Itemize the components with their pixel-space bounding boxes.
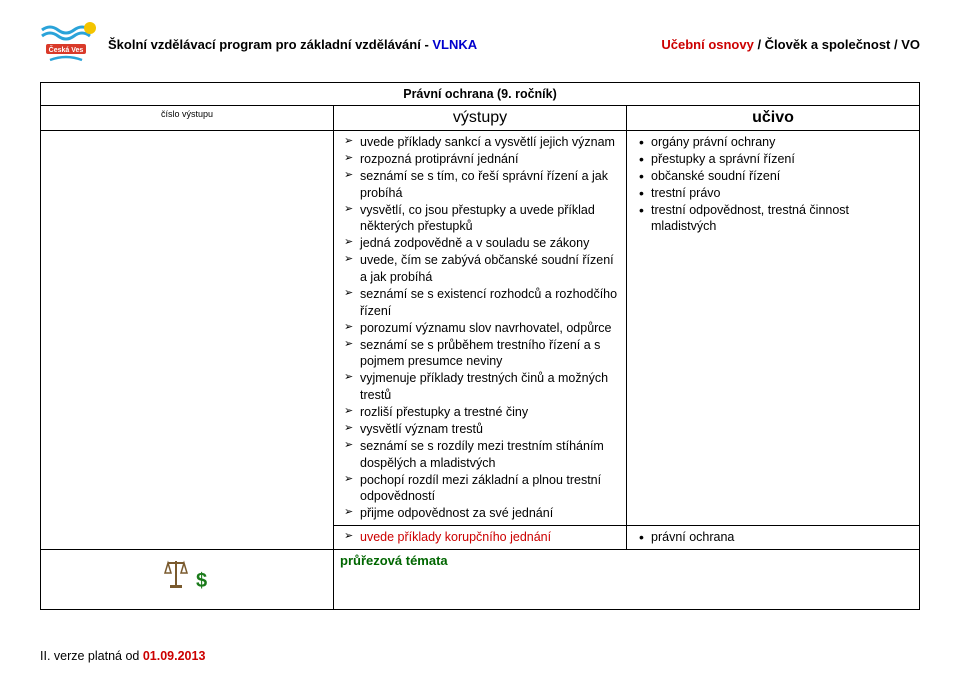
ucivo-item: občanské soudní řízení [637,168,913,185]
outcome-item: seznámí se s tím, co řeší správní řízení… [344,168,620,202]
school-logo-icon: Česká Ves [40,20,100,68]
page-footer: II. verze platná od 01.09.2013 [40,649,205,663]
logo-block: Česká Ves Školní vzdělávací program pro … [40,20,477,68]
page-header: Česká Ves Školní vzdělávací program pro … [40,20,920,68]
header-right-suffix: / Člověk a společnost / VO [754,37,920,52]
outcome-item: uvede, čím se zabývá občanské soudní říz… [344,252,620,286]
header-left-prefix: Školní vzdělávací program pro základní v… [108,37,432,52]
outcomes-cell-2: uvede příklady korupčního jednání [334,526,627,550]
outcomes-cell-1: uvede příklady sankcí a vysvětlí jejich … [334,131,627,526]
cislo-cell [41,131,334,550]
header-right-text: Učební osnovy / Člověk a společnost / VO [661,37,920,52]
prurezova-cell: průřezová témata [334,550,920,610]
outcome-item: přijme odpovědnost za své jednání [344,505,620,522]
justice-money-icon: $ [162,553,212,603]
col-header-ucivo: učivo [627,106,920,131]
ucivo-list-2: právní ochrana [633,529,913,546]
col-header-vystupy: výstupy [334,106,627,131]
outcome-item: porozumí významu slov navrhovatel, odpůr… [344,320,620,337]
header-left-text: Školní vzdělávací program pro základní v… [108,37,477,52]
footer-prefix: II. verze platná od [40,649,143,663]
outcome-item: vyjmenuje příklady trestných činů a možn… [344,370,620,404]
outcome-item: uvede příklady sankcí a vysvětlí jejich … [344,134,620,151]
ucivo-item: trestní právo [637,185,913,202]
ucivo-item: orgány právní ochrany [637,134,913,151]
outcome-item: rozpozná protiprávní jednání [344,151,620,168]
ucivo-item: trestní odpovědnost, trestná činnost mla… [637,202,913,236]
ucivo-item: přestupky a správní řízení [637,151,913,168]
header-right-prefix: Učební osnovy [661,37,753,52]
outcome-item: rozliší přestupky a trestné činy [344,404,620,421]
icon-cell: $ [41,550,334,610]
ucivo-cell-1: orgány právní ochranypřestupky a správní… [627,131,920,526]
outcomes-list-1: uvede příklady sankcí a vysvětlí jejich … [340,134,620,522]
outcome-item: pochopí rozdíl mezi základní a plnou tre… [344,472,620,506]
outcome-item: seznámí se s rozdíly mezi trestním stíhá… [344,438,620,472]
ucivo-item: právní ochrana [637,529,913,546]
svg-text:$: $ [196,570,207,592]
footer-date: 01.09.2013 [143,649,206,663]
col-header-cislo: číslo výstupu [41,106,334,131]
table-title: Právní ochrana (9. ročník) [41,83,920,106]
curriculum-table: Právní ochrana (9. ročník) číslo výstupu… [40,82,920,610]
outcome-item: vysvětlí význam trestů [344,421,620,438]
header-vlnka: VLNKA [432,37,477,52]
ucivo-list-1: orgány právní ochranypřestupky a správní… [633,134,913,235]
outcomes-list-2: uvede příklady korupčního jednání [340,529,620,546]
outcome-item: seznámí se s průběhem trestního řízení a… [344,337,620,371]
outcome-item: vysvětlí, co jsou přestupky a uvede přík… [344,202,620,236]
outcome-item: seznámí se s existencí rozhodců a rozhod… [344,286,620,320]
ucivo-cell-2: právní ochrana [627,526,920,550]
outcome-item: jedná zodpovědně a v souladu se zákony [344,235,620,252]
outcome-item-red: uvede příklady korupčního jednání [344,529,620,546]
svg-text:Česká Ves: Česká Ves [49,45,84,54]
